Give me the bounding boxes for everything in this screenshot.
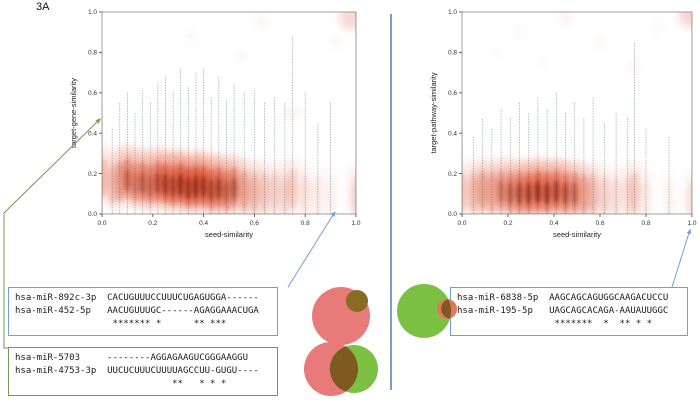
alignment-box-mir5703-mir4753: hsa-miR-5703 --------AGGAGAAGUCGGGAAGGU h… (8, 347, 278, 396)
density-layer (102, 12, 356, 214)
mirna-name: hsa-miR-452-5p (15, 306, 91, 316)
alignment-row: hsa-miR-5703 --------AGGAGAAGUCGGGAAGGU (15, 352, 271, 365)
x-tick-label: 1.0 (351, 220, 360, 227)
venn1-red-circle (312, 287, 370, 345)
x-axis-label: seed-similarity (553, 230, 601, 239)
x-tick-label: 0.0 (97, 220, 106, 227)
x-tick-label: 0.4 (549, 220, 558, 227)
x-tick-label: 0.6 (595, 220, 604, 227)
x-tick-label: 0.2 (148, 220, 157, 227)
x-tick-label: 0.6 (250, 220, 259, 227)
alignment-box-mir892c-mir452: hsa-miR-892c-3p CACUGUUUCCUUUCUGAGUGGA---… (8, 287, 278, 336)
x-tick-label: 0.8 (301, 220, 310, 227)
mirna-sequence: AAGCAGCAGUGGCAAGACUCCU (549, 293, 669, 303)
y-tick-label: 0.2 (448, 171, 457, 178)
x-tick-label: 0.8 (641, 220, 650, 227)
density-layer (462, 12, 692, 214)
alignment-match-line: ** * * * (107, 379, 227, 389)
y-tick-label: 1.0 (448, 9, 457, 16)
alignment-row: hsa-miR-892c-3p CACUGUUUCCUUUCUGAGUGGA---… (15, 292, 271, 305)
mirna-sequence: CACUGUUUCCUUUCUGAGUGGA------ (107, 293, 259, 303)
y-tick-label: 0.0 (448, 211, 457, 218)
mirna-name: hsa-miR-4753-3p (15, 366, 97, 376)
mirna-name: hsa-miR-892c-3p (15, 293, 97, 303)
alignment-box-mir6838-mir195: hsa-miR-6838-5p AAGCAGCAGUGGCAAGACUCCU hs… (450, 287, 688, 336)
venn3-red-circle (304, 342, 358, 396)
alignment-match-line: ******* * ** * * (549, 319, 653, 329)
y-axis-label: target-pathway-similarity (429, 72, 438, 154)
venn3-overlap-region (329, 346, 359, 392)
figure-label: 3A (36, 1, 50, 13)
venn-diagram-1 (312, 287, 370, 345)
y-tick-label: 0.6 (448, 90, 457, 97)
venn3-green-circle (330, 345, 378, 393)
mirna-sequence: UAGCAGCACAGA-AAUAUUGGC (549, 306, 669, 316)
x-tick-label: 1.0 (687, 220, 696, 227)
density-plot-gene-similarity: 0.0 0.2 0.4 0.6 0.8 1.0 0.0 0.2 0.4 0.6 0.8 1.0 seed… (69, 9, 361, 239)
venn1-overlap-circle (346, 290, 368, 312)
y-tick-label: 0.0 (88, 211, 97, 218)
y-tick-label: 0.8 (88, 50, 97, 57)
alignment-match-line: ******* * ** *** (107, 319, 227, 329)
venn-diagram-3 (304, 342, 378, 396)
y-tick-label: 1.0 (88, 9, 97, 16)
y-axis-label: target-gene-similarity (69, 78, 78, 148)
mirna-name: hsa-miR-5703 (15, 353, 81, 363)
mirna-sequence: UUCUCUUUCUUUUAGCCUU-GUGU---- (107, 366, 259, 376)
y-tick-label: 0.8 (448, 50, 457, 57)
y-tick-label: 0.2 (88, 171, 97, 178)
x-tick-label: 0.4 (199, 220, 208, 227)
mirna-name: hsa-miR-195-5p (457, 306, 533, 316)
x-axis-label: seed-similarity (205, 230, 253, 239)
mirna-sequence: --------AGGAGAAGUCGGGAAGGU (107, 353, 248, 363)
mirna-sequence: AACUGUUUGC------AGAGGAAACUGA (107, 306, 259, 316)
density-plot-pathway-similarity: 0.0 0.2 0.4 0.6 0.8 1.0 0.0 0.2 0.4 0.6 0.8 1.0 seed… (429, 9, 697, 239)
venn-diagram-2 (397, 284, 457, 338)
y-tick-label: 0.4 (448, 130, 457, 137)
x-tick-label: 0.0 (457, 220, 466, 227)
alignment-row: hsa-miR-452-5p AACUGUUUGC------AGAGGAAACU… (15, 305, 271, 318)
y-tick-label: 0.6 (88, 90, 97, 97)
alignment-row: hsa-miR-195-5p UAGCAGCACAGA-AAUAUUGGC (457, 305, 681, 318)
mirna-name: hsa-miR-6838-5p (457, 293, 539, 303)
alignment-row: hsa-miR-6838-5p AAGCAGCAGUGGCAAGACUCCU (457, 292, 681, 305)
y-tick-label: 0.4 (88, 130, 97, 137)
x-tick-label: 0.2 (503, 220, 512, 227)
venn2-green-circle (397, 284, 451, 338)
alignment-row: hsa-miR-4753-3p UUCUCUUUCUUUUAGCCUU-GUGU-… (15, 365, 271, 378)
panel-divider (390, 14, 392, 390)
